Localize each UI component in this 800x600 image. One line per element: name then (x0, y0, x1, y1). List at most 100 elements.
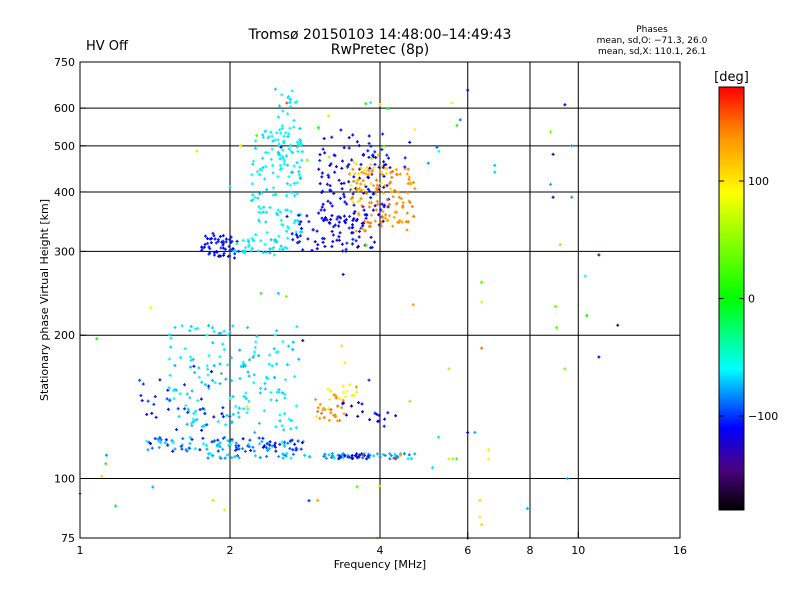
echo-point (335, 165, 337, 169)
echo-point (223, 347, 225, 351)
echo-point (352, 456, 354, 460)
echo-point (301, 230, 303, 234)
echo-point (275, 192, 277, 196)
echo-point (369, 189, 371, 193)
echo-point (456, 123, 458, 127)
echo-point (406, 211, 408, 215)
echo-point (207, 452, 210, 456)
echo-point (312, 228, 314, 232)
echo-point (284, 396, 286, 400)
echo-point (101, 474, 103, 478)
echo-point (487, 448, 489, 452)
echo-point (292, 452, 294, 456)
echo-point (215, 241, 217, 245)
echo-point (341, 187, 343, 191)
echo-point (224, 456, 226, 460)
echo-point (155, 415, 157, 419)
echo-point (300, 141, 302, 145)
echo-point (146, 439, 148, 443)
echo-point (270, 398, 272, 402)
echo-point (152, 485, 154, 489)
echo-point (294, 194, 296, 197)
echo-point (251, 246, 253, 250)
echo-point (180, 356, 182, 359)
phases-o-mode-stats: mean, sd,O: −71.3, 26.0 (597, 36, 708, 46)
y-axis-ticks: 75 100 200 300 400 500 600 750 (54, 56, 86, 545)
echo-point (338, 457, 340, 461)
echo-point (246, 404, 248, 408)
echo-point (166, 397, 168, 401)
echo-point (281, 126, 283, 130)
echo-point (336, 238, 338, 242)
echo-point (330, 217, 332, 221)
echo-point (267, 376, 269, 380)
echo-point (225, 377, 227, 381)
echo-point (371, 170, 373, 174)
echo-point (202, 436, 204, 440)
echo-point (227, 439, 229, 443)
echo-point (374, 162, 376, 166)
echo-point (376, 452, 379, 456)
echo-point (258, 354, 260, 358)
echo-point (273, 246, 275, 249)
echo-point (354, 172, 356, 176)
echo-point (319, 402, 321, 406)
echo-point (368, 169, 370, 173)
echo-point (218, 332, 220, 335)
echo-point (289, 105, 291, 109)
echo-point (300, 226, 303, 230)
echo-point (367, 221, 369, 224)
echo-point (279, 210, 282, 214)
chart-title: Tromsø 20150103 14:48:00–14:49:43 (248, 27, 512, 43)
echo-point (208, 324, 210, 328)
echo-point (376, 183, 378, 187)
echo-point (236, 239, 238, 243)
echo-point (370, 235, 372, 239)
echo-point (380, 208, 382, 212)
echo-point (302, 439, 304, 443)
echo-point (382, 210, 384, 214)
echo-point (339, 231, 341, 235)
echo-point (259, 391, 261, 395)
echo-point (278, 390, 280, 394)
echo-point (380, 220, 382, 224)
echo-point (237, 411, 239, 415)
echo-point (219, 235, 221, 238)
echo-point (141, 399, 143, 402)
echo-point (352, 237, 354, 241)
echo-point (230, 379, 233, 383)
echo-point (353, 175, 355, 179)
echo-point (287, 236, 289, 240)
echo-point (149, 442, 152, 445)
echo-point (191, 437, 193, 441)
echo-point (375, 156, 377, 159)
echo-point (293, 118, 295, 122)
echo-point (245, 391, 247, 395)
echo-point (248, 399, 250, 403)
echo-point (179, 392, 181, 396)
echo-point (340, 454, 342, 458)
echo-point (157, 437, 159, 441)
echo-point (190, 358, 192, 362)
echo-point (362, 152, 365, 156)
echo-point (329, 188, 331, 192)
colorbar-tick-label: 0 (748, 293, 755, 306)
echo-point (268, 135, 270, 139)
echo-point (273, 443, 276, 447)
echo-point (321, 171, 323, 175)
echo-point (221, 412, 223, 416)
echo-point (341, 166, 343, 170)
echo-point (201, 248, 203, 252)
echo-point (348, 146, 350, 150)
echo-point (277, 213, 279, 217)
echo-point (278, 104, 281, 108)
echo-point (151, 411, 153, 415)
phases-heading: Phases (636, 25, 668, 35)
echo-point (196, 418, 198, 421)
echo-point (276, 390, 278, 394)
echo-point (394, 210, 396, 214)
echo-point (259, 220, 261, 224)
echo-point (326, 218, 328, 222)
echo-point (598, 253, 600, 257)
echo-point (357, 189, 359, 193)
